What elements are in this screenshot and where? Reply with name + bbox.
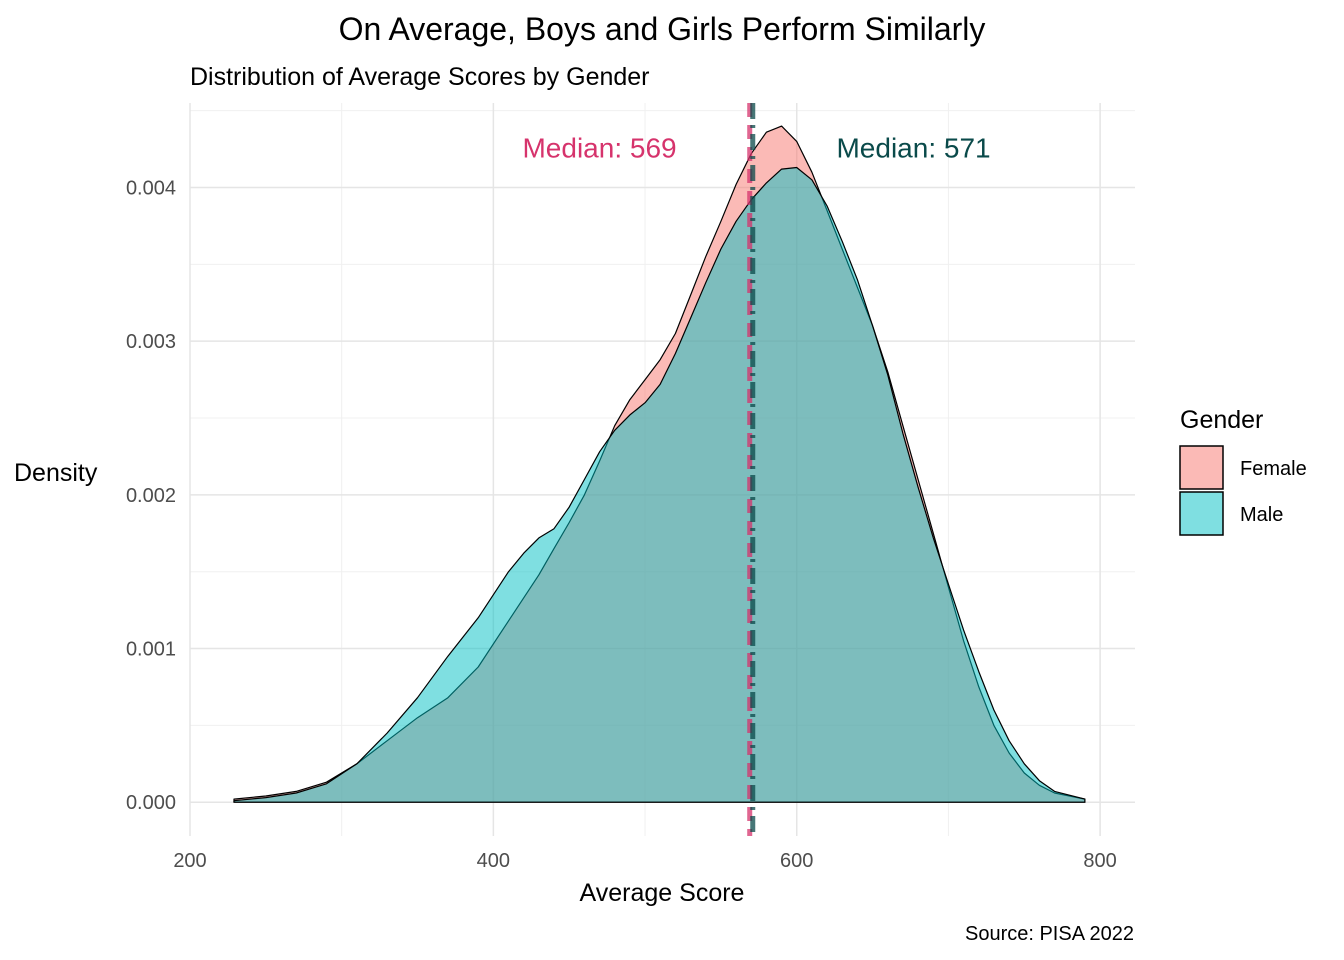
legend: Gender Female Male [1179,406,1307,536]
legend-key-male [1179,491,1224,536]
x-tick-label: 800 [1083,850,1116,872]
median-lines [747,103,756,836]
x-axis-ticks: 200 400 600 800 [173,850,1116,872]
y-axis-ticks: 0.000 0.001 0.002 0.003 0.004 [126,178,176,815]
y-tick-label: 0.001 [126,639,176,661]
y-tick-label: 0.003 [126,331,176,353]
legend-title: Gender [1180,406,1263,434]
median-labels: Median: 569 Median: 571 [522,133,990,164]
y-tick-label: 0.004 [126,178,176,200]
median-label-male: Median: 571 [836,133,990,164]
x-tick-label: 400 [477,850,510,872]
x-tick-label: 600 [780,850,813,872]
legend-items: Female Male [1179,445,1307,536]
chart-title: On Average, Boys and Girls Perform Simil… [339,11,986,47]
legend-key-female [1179,445,1224,490]
y-axis-title: Density [14,459,98,487]
x-axis-title: Average Score [580,879,745,907]
median-label-female: Median: 569 [522,133,676,164]
density-area-male [233,166,1086,803]
density-areas [233,125,1086,803]
y-tick-label: 0.000 [126,792,176,814]
source-caption: Source: PISA 2022 [965,923,1134,945]
chart-subtitle: Distribution of Average Scores by Gender [190,63,650,91]
y-tick-label: 0.002 [126,485,176,507]
legend-label-male: Male [1240,504,1283,526]
x-tick-label: 200 [173,850,206,872]
legend-label-female: Female [1240,458,1307,480]
